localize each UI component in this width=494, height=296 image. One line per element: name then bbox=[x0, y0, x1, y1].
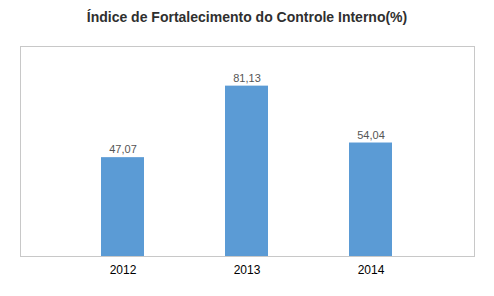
svg-text:54,04: 54,04 bbox=[357, 129, 385, 141]
svg-text:81,13: 81,13 bbox=[233, 72, 261, 84]
svg-text:2012: 2012 bbox=[110, 263, 137, 277]
svg-text:2014: 2014 bbox=[358, 263, 385, 277]
svg-text:47,07: 47,07 bbox=[109, 143, 137, 155]
html-text:Índice de Fortalecimento do Co: Índice de Fortalecimento do Controle Int… bbox=[86, 9, 408, 25]
svg-text:2013: 2013 bbox=[234, 263, 261, 277]
